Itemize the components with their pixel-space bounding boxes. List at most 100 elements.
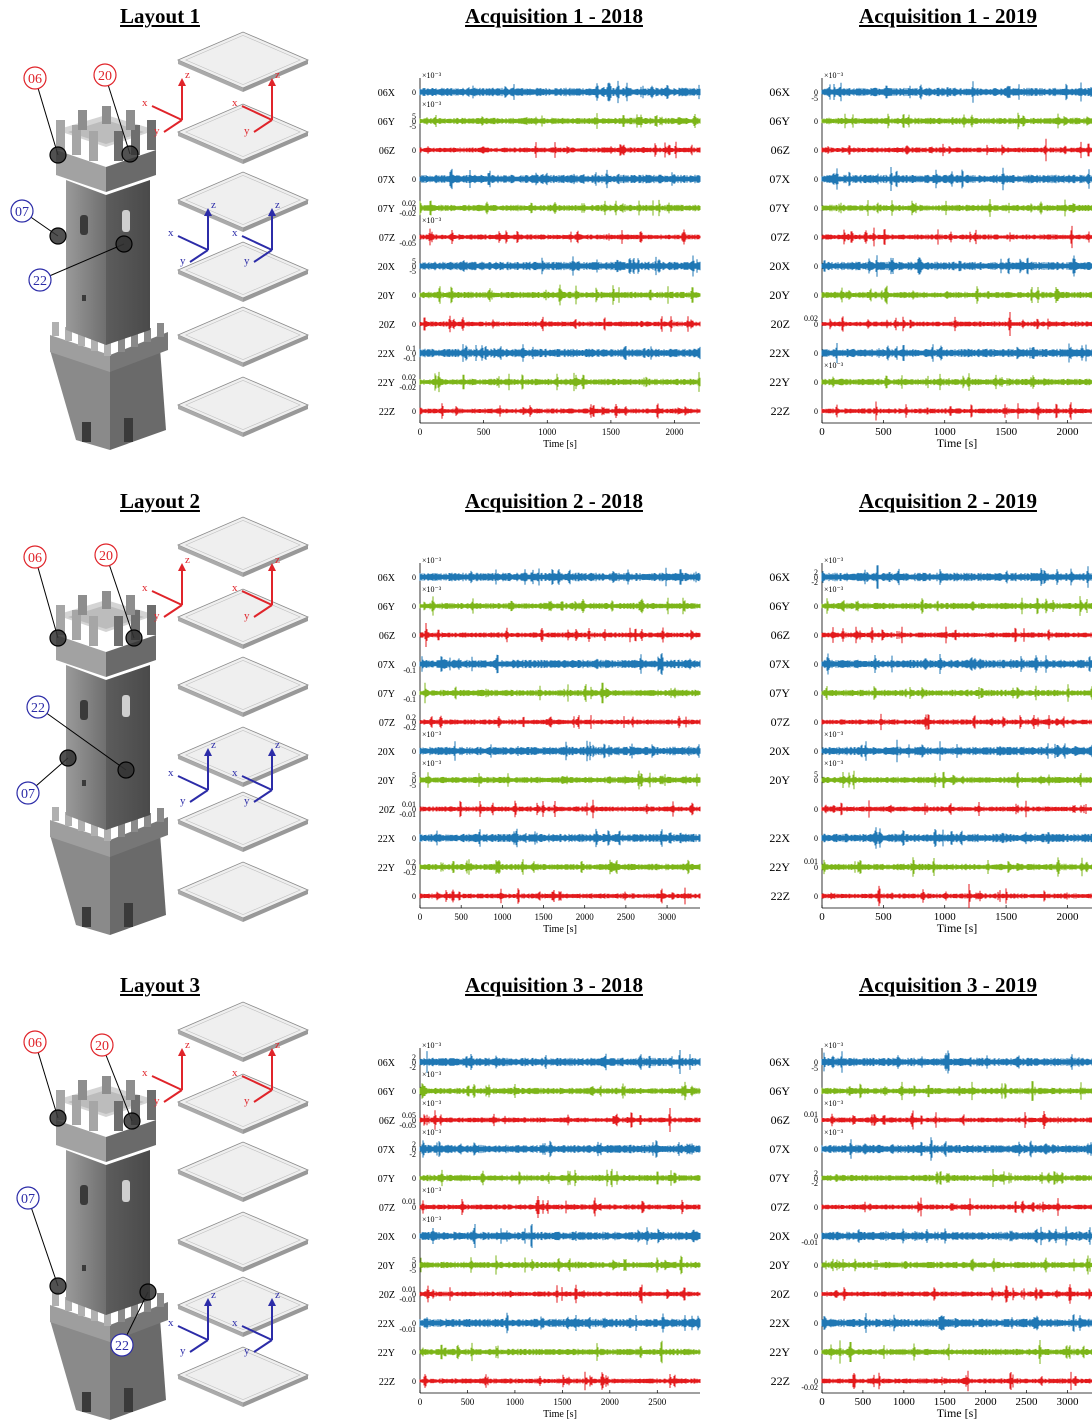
x-axis-label: x bbox=[142, 582, 148, 594]
signal-trace-07Z bbox=[821, 1197, 1092, 1217]
layout-1-title: Layout 1 bbox=[120, 4, 200, 28]
x-tick-label: 500 bbox=[477, 427, 491, 437]
y-tick-label: -0.02 bbox=[399, 209, 416, 218]
channel-label: 20Z bbox=[771, 317, 790, 331]
y-tick-label: 0 bbox=[412, 378, 416, 387]
sensor-leader-line bbox=[39, 243, 125, 281]
y-tick-label: 0.01 bbox=[402, 1285, 416, 1294]
x-axis-arrow bbox=[241, 590, 273, 606]
channel-label: 07X bbox=[378, 1145, 396, 1156]
x-axis-label: x bbox=[232, 767, 238, 779]
z-axis-label: z bbox=[211, 199, 216, 211]
sensor-label-circle bbox=[28, 268, 52, 292]
channel-label: 06Z bbox=[771, 1113, 790, 1127]
x-tick-label: 500 bbox=[454, 912, 468, 922]
scale-factor-label: ×10⁻³ bbox=[824, 1041, 844, 1050]
sensor-label-circle bbox=[23, 545, 47, 569]
floor-slab bbox=[177, 171, 309, 233]
x-axis-arrow bbox=[151, 1075, 183, 1091]
axis-triad-blue-1: z x y bbox=[168, 739, 216, 807]
y-axis-arrow bbox=[163, 1089, 183, 1103]
y-tick-label: 0 bbox=[412, 805, 416, 814]
channel-label: 22Z bbox=[379, 407, 395, 418]
floor-slab bbox=[177, 726, 309, 788]
z-arrowhead bbox=[268, 1298, 276, 1306]
z-axis-label: z bbox=[275, 199, 280, 211]
y-tick-label: 0 bbox=[412, 1377, 416, 1386]
scale-factor-label: ×10⁻³ bbox=[422, 730, 442, 739]
y-tick-label: 0 bbox=[814, 1232, 818, 1241]
y-tick-label: -2 bbox=[811, 1179, 818, 1188]
y-tick-label: -5 bbox=[409, 122, 416, 131]
y-tick-label: -0.2 bbox=[403, 868, 416, 877]
y-tick-label: 0.05 bbox=[402, 1111, 416, 1120]
sensor-marker bbox=[117, 761, 135, 779]
axis-triad-blue-1: z x y bbox=[168, 199, 216, 267]
y-tick-label: 0.01 bbox=[804, 857, 818, 866]
y-tick-label: 0 bbox=[814, 378, 818, 387]
x-axis-label: x bbox=[232, 1317, 238, 1329]
y-axis-arrow bbox=[189, 1339, 209, 1353]
x-tick-label: 3000 bbox=[1056, 1396, 1079, 1408]
scale-factor-label: ×10⁻³ bbox=[824, 1099, 844, 1108]
channel-label: 06Z bbox=[379, 1116, 395, 1127]
signal-trace-20Z bbox=[419, 1284, 701, 1304]
channel-label: 07Y bbox=[769, 201, 790, 215]
z-axis-label: z bbox=[185, 69, 190, 81]
signal-trace-22X bbox=[419, 1312, 701, 1334]
sensor-label-06: 06 bbox=[28, 72, 42, 87]
axis-triad-blue-2: z x y bbox=[232, 1289, 280, 1357]
channel-label: 06Y bbox=[769, 1084, 790, 1098]
y-axis-label: y bbox=[244, 255, 250, 267]
signal-trace-06X bbox=[419, 567, 701, 587]
x-axis-arrow bbox=[241, 1075, 273, 1091]
y-tick-label: 0 bbox=[814, 407, 818, 416]
signal-trace-06X bbox=[821, 81, 1092, 103]
y-tick-label: 0 bbox=[412, 407, 416, 416]
signal-trace-06X bbox=[821, 565, 1092, 589]
y-tick-label: 0 bbox=[412, 689, 416, 698]
y-tick-label: 0.02 bbox=[402, 199, 416, 208]
y-tick-label: 2 bbox=[412, 1140, 416, 1149]
y-tick-label: 0 bbox=[814, 1087, 818, 1096]
channel-label: 06Y bbox=[378, 117, 395, 128]
y-axis-label: y bbox=[244, 1345, 250, 1357]
signal-trace-22Z bbox=[419, 1371, 701, 1391]
z-axis-label: z bbox=[211, 739, 216, 751]
y-tick-label: 0 bbox=[814, 175, 818, 184]
x-tick-label: 0 bbox=[418, 1397, 423, 1407]
signal-trace-06X bbox=[821, 1050, 1092, 1074]
y-axis-arrow bbox=[163, 119, 183, 133]
sensor-label-07: 07 bbox=[15, 205, 29, 220]
y-axis-label: y bbox=[180, 795, 186, 807]
x-axis-title: Time [s] bbox=[937, 921, 978, 935]
y-tick-label: -0.1 bbox=[403, 354, 416, 363]
signal-trace-07Y bbox=[821, 199, 1092, 217]
sensor-label-circle bbox=[16, 781, 40, 805]
z-arrowhead bbox=[178, 563, 186, 571]
channel-label: 22Y bbox=[378, 1348, 395, 1359]
signal-trace-07Y bbox=[821, 1169, 1092, 1187]
y-tick-label: 2 bbox=[814, 568, 818, 577]
z-axis-label: z bbox=[185, 554, 190, 566]
channel-label: 20Y bbox=[378, 776, 395, 787]
signal-trace-22X bbox=[419, 344, 701, 362]
scale-factor-label: ×10⁻³ bbox=[422, 585, 442, 594]
channel-label: 06Y bbox=[769, 599, 790, 613]
x-axis-label: x bbox=[168, 227, 174, 239]
signal-trace-22Z bbox=[821, 401, 1092, 421]
floor-slab bbox=[177, 516, 309, 578]
y-tick-label: 0 bbox=[814, 573, 818, 582]
signal-trace-07X bbox=[821, 167, 1092, 191]
signal-trace-06X bbox=[419, 80, 701, 104]
y-tick-label: 5 bbox=[814, 770, 818, 779]
signal-trace-06Y bbox=[419, 1081, 701, 1101]
signal-trace-06Z bbox=[821, 138, 1092, 162]
tower-illustration: 06 20 07 22 z x y z x y z x y z x y bbox=[10, 31, 309, 450]
y-tick-label: 0 bbox=[814, 1377, 818, 1386]
scale-factor-label: ×10⁻³ bbox=[824, 71, 844, 80]
y-axis-label: y bbox=[244, 1095, 250, 1107]
sensor-label-20: 20 bbox=[98, 69, 112, 84]
scale-factor-label: ×10⁻³ bbox=[422, 759, 442, 768]
